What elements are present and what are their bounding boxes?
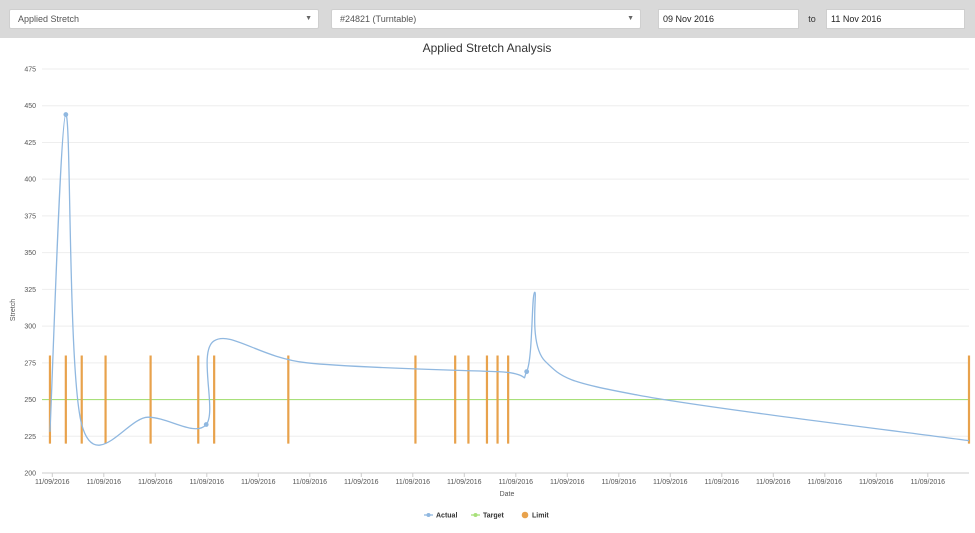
y-tick-label: 450 [24,103,36,110]
legend-label: Actual [436,513,457,520]
machine-select[interactable]: #24821 (Turntable) ▼ [331,9,641,29]
y-axis-ticks: 200 225 250 275 300 325 350 375 400 425 450 475 [24,67,36,478]
date-range-to-label: to [808,14,816,24]
chart-legend: Actual Target Limit [424,511,549,520]
chart-title: Applied Stretch Analysis [423,41,552,55]
x-axis-label: Date [500,491,515,498]
chart-grid [42,68,969,474]
actual-point [524,369,530,375]
actual-point [63,112,69,117]
metric-select-value: Applied Stretch [18,14,80,24]
stretch-chart: Applied Stretch Analysis 200 225 250 275 300… [10,41,971,520]
x-tick-label: 11/09/2016 [859,479,894,486]
machine-select-value: #24821 (Turntable) [340,14,417,24]
legend-label: Limit [532,513,549,520]
x-tick-label: 11/09/2016 [87,479,122,486]
y-tick-label: 250 [24,397,36,404]
y-tick-label: 375 [24,213,36,220]
metric-select[interactable]: Applied Stretch ▼ [9,9,319,29]
filter-toolbar: Applied Stretch ▼ #24821 (Turntable) ▼ 0… [0,0,975,38]
legend-swatch-marker [521,511,529,519]
x-tick-label: 11/09/2016 [138,479,173,486]
legend-label: Target [483,513,505,520]
legend-item: Target [471,513,505,520]
x-tick-label: 11/09/2016 [550,479,585,486]
date-to-input[interactable]: 11 Nov 2016 [826,9,965,29]
legend-swatch-marker [426,513,431,517]
actual-point [203,422,209,427]
x-tick-label: 11/09/2016 [756,479,791,486]
legend-item: Actual [424,513,457,520]
actual-line [49,113,970,446]
y-tick-label: 300 [24,324,36,331]
x-tick-label: 11/09/2016 [190,479,225,486]
y-tick-label: 475 [24,67,36,74]
x-tick-label: 11/09/2016 [396,479,431,486]
y-tick-label: 200 [24,471,36,478]
x-tick-label: 11/09/2016 [447,479,482,486]
y-tick-label: 350 [24,250,36,257]
actual-series [49,112,970,446]
y-axis-label: Stretch [10,299,17,321]
y-tick-label: 225 [24,434,36,441]
x-tick-label: 11/09/2016 [705,479,740,486]
chevron-down-icon: ▼ [305,15,312,22]
date-from-input[interactable]: 09 Nov 2016 [658,9,799,29]
y-tick-label: 325 [24,287,36,294]
y-tick-label: 425 [24,140,36,147]
x-axis-ticks: 11/09/2016 11/09/2016 11/09/2016 11/09/2016… [35,473,945,486]
legend-swatch-marker [473,513,478,517]
x-tick-label: 11/09/2016 [241,479,276,486]
x-tick-label: 11/09/2016 [293,479,328,486]
x-tick-label: 11/09/2016 [911,479,946,486]
y-tick-label: 275 [24,360,36,367]
legend-item: Limit [521,511,549,520]
x-tick-label: 11/09/2016 [602,479,637,486]
x-tick-label: 11/09/2016 [499,479,534,486]
chevron-down-icon: ▼ [627,15,634,22]
y-tick-label: 400 [24,177,36,184]
x-tick-label: 11/09/2016 [35,479,70,486]
x-tick-label: 11/09/2016 [344,479,379,486]
x-tick-label: 11/09/2016 [808,479,843,486]
x-tick-label: 11/09/2016 [653,479,688,486]
